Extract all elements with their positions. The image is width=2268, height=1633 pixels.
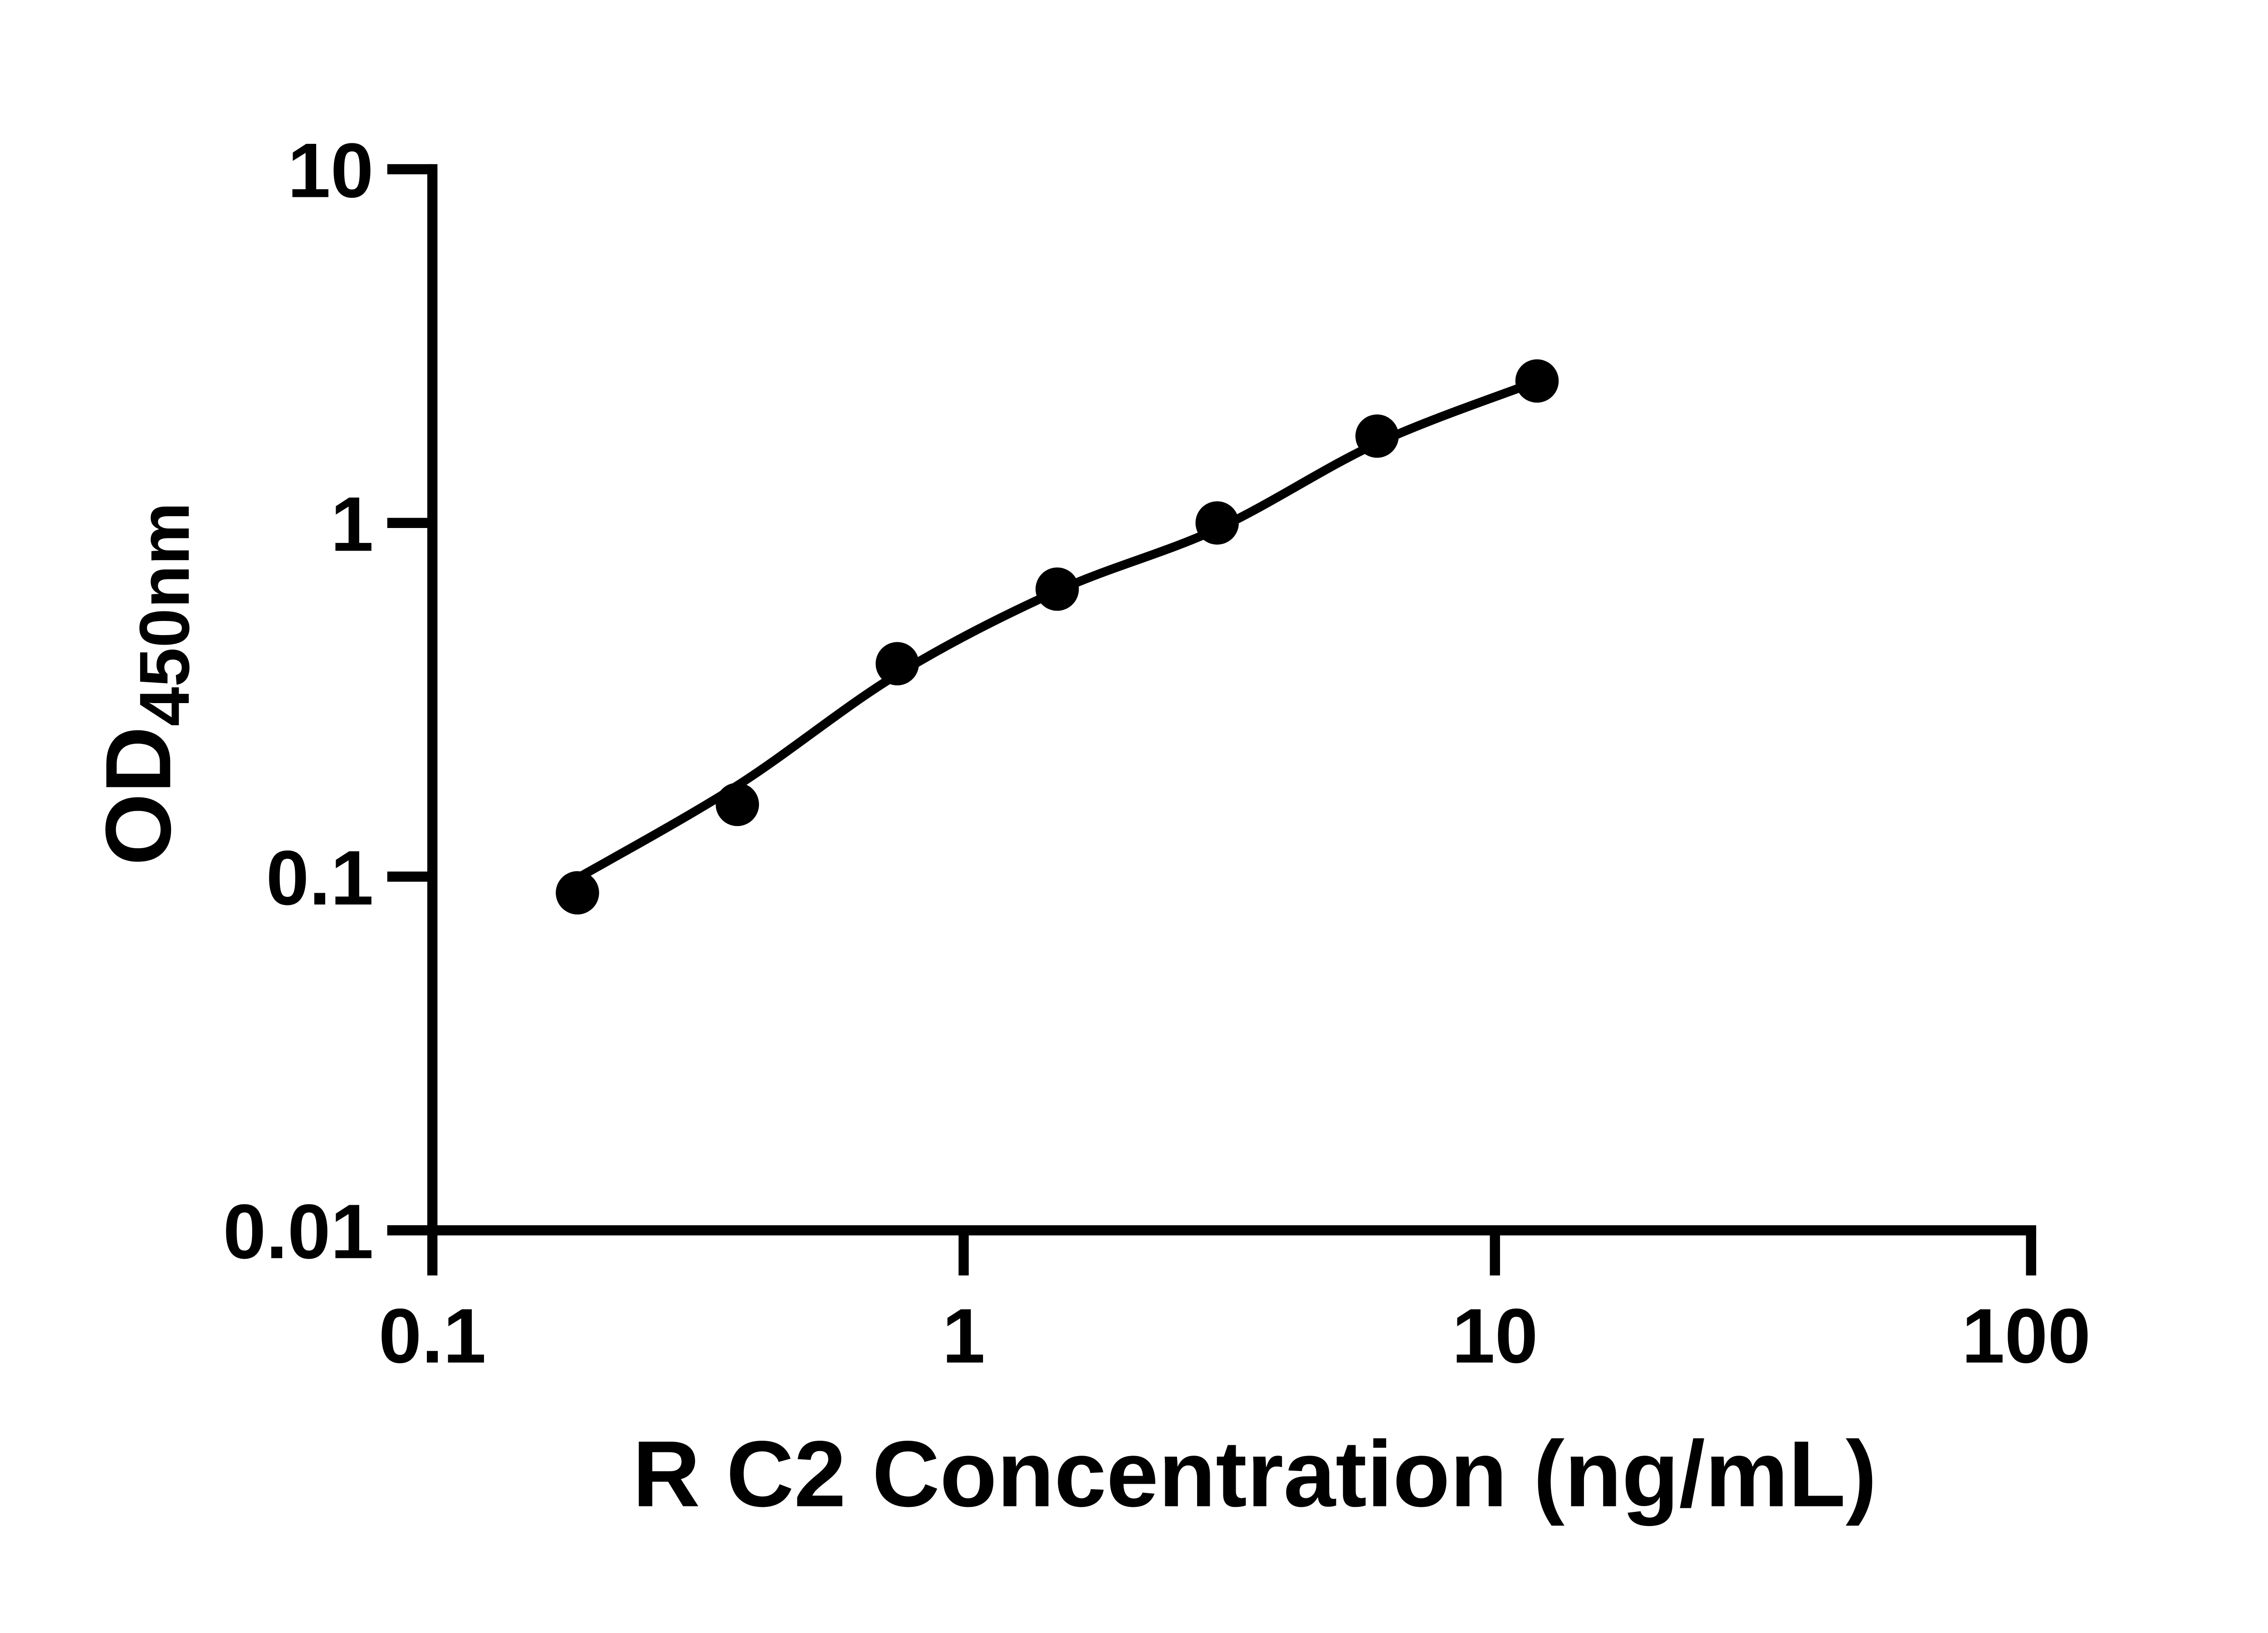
y-tick-label: 10 [288, 128, 374, 214]
x-tick-label: 100 [1962, 1293, 2091, 1379]
y-tick-label: 0.1 [266, 835, 373, 921]
x-axis-title: R C2 Concentration (ng/mL) [632, 1421, 1877, 1526]
data-point [1035, 567, 1079, 611]
x-tick-label: 1 [942, 1293, 985, 1379]
y-tick-label: 0.01 [223, 1189, 374, 1275]
x-tick-label: 10 [1452, 1293, 1538, 1379]
y-tick-label: 1 [331, 481, 374, 567]
y-axis-title-subscript: 450nm [125, 502, 204, 726]
x-tick-label: 0.1 [379, 1293, 486, 1379]
data-point [715, 782, 759, 826]
axes-group [387, 164, 2036, 1276]
y-axis-title-main: OD [87, 726, 190, 865]
data-point [556, 871, 599, 914]
data-point [875, 642, 919, 685]
data-point [1515, 359, 1559, 403]
data-point [1195, 501, 1239, 545]
data-point [1355, 414, 1399, 458]
y-axis-title: OD450nm [87, 502, 204, 865]
data-points-group [556, 359, 1559, 914]
